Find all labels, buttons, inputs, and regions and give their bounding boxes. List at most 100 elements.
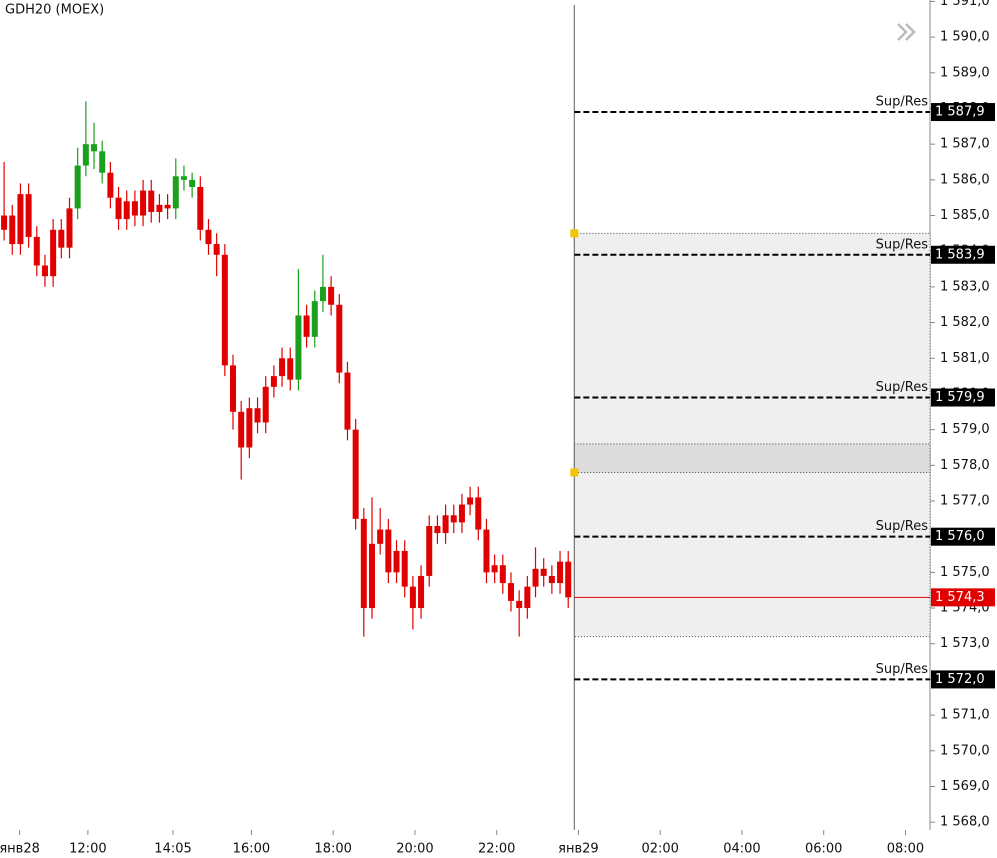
level-label: 1 587,9 [935, 105, 985, 120]
candle-body [164, 204, 171, 209]
zone [573, 232, 931, 638]
x-tick-label: янв29 [558, 842, 599, 857]
level-label: 1 576,0 [935, 529, 985, 544]
y-tick-label: 1 568,0 [940, 815, 990, 830]
candle-body [393, 550, 400, 573]
x-tick-label: 08:00 [887, 842, 924, 857]
y-tick-label: 1 575,0 [940, 565, 990, 580]
candle-body [279, 358, 286, 377]
x-tick-label: 20:00 [396, 842, 433, 857]
candle-body [475, 497, 482, 530]
candle-body [74, 165, 81, 209]
x-tick-label: 02:00 [641, 842, 678, 857]
candle-body [107, 172, 114, 198]
candle-body [483, 529, 490, 573]
x-tick-label: 16:00 [233, 842, 270, 857]
candle-body [246, 408, 253, 448]
candle-body [238, 411, 245, 448]
candle-body [205, 229, 212, 245]
candle-body [532, 568, 539, 587]
candle-body [499, 565, 506, 584]
candle-body [557, 561, 564, 584]
candle-body [221, 254, 228, 366]
x-tick-label: 18:00 [314, 842, 351, 857]
candle-body [50, 229, 57, 277]
zone [573, 443, 931, 473]
candle-body [180, 176, 187, 180]
level-label: 1 583,9 [935, 247, 985, 262]
x-tick-label: 04:00 [723, 842, 760, 857]
y-tick-label: 1 582,0 [940, 315, 990, 330]
candle-body [442, 515, 449, 534]
candle-body [41, 265, 48, 277]
zone-handle [570, 229, 579, 238]
level-name: Sup/Res [876, 380, 929, 395]
chevron[interactable] [897, 23, 908, 41]
y-tick-label: 1 573,0 [940, 636, 990, 651]
y-tick-label: 1 589,0 [940, 65, 990, 80]
candle-body [115, 197, 122, 220]
candle-body [148, 190, 155, 212]
candle-body [25, 194, 32, 237]
y-tick-label: 1 590,0 [940, 30, 990, 45]
y-tick-label: 1 581,0 [940, 351, 990, 366]
y-tick-label: 1 569,0 [940, 779, 990, 794]
zone-handle [570, 468, 579, 477]
y-tick-label: 1 587,0 [940, 137, 990, 152]
x-tick-label: янв28 [0, 842, 40, 857]
x-tick-label: 14:05 [154, 842, 191, 857]
candle-body [172, 176, 179, 209]
candle-body [123, 201, 130, 220]
level-label: 1 572,0 [935, 672, 985, 687]
chevron[interactable] [905, 23, 916, 41]
y-tick-label: 1 579,0 [940, 422, 990, 437]
y-tick-label: 1 591,0 [940, 0, 990, 9]
candle-body [434, 525, 441, 534]
level-name: Sup/Res [876, 519, 929, 534]
level-name: Sup/Res [876, 662, 929, 677]
level-box [931, 245, 995, 264]
candle-body [426, 525, 433, 576]
y-tick-label: 1 571,0 [940, 708, 990, 723]
candle-body [91, 144, 98, 152]
candle-body [287, 358, 294, 380]
scroll-button[interactable] [897, 23, 916, 41]
candle-body [58, 229, 65, 248]
candle-body [524, 586, 531, 609]
candle-body [377, 529, 384, 544]
candle-body [270, 376, 277, 387]
candle-body [507, 583, 514, 601]
candle-body [385, 529, 392, 573]
candle-body [213, 244, 220, 255]
candle-body [401, 550, 408, 587]
candle-body [140, 190, 147, 216]
level-box [931, 103, 995, 122]
candle-body [99, 151, 106, 173]
candle-body [458, 504, 465, 523]
candle-body [295, 315, 302, 380]
candle-body [319, 286, 326, 302]
candle-body [336, 304, 343, 373]
y-tick-label: 1 577,0 [940, 493, 990, 508]
candle-body [66, 208, 73, 248]
y-tick-label: 1 586,0 [940, 172, 990, 187]
candle-body [9, 215, 16, 245]
candle-body [262, 386, 269, 423]
x-tick-label: 12:00 [69, 842, 106, 857]
candle-body [1, 215, 8, 230]
candle-body [467, 497, 474, 505]
candle-body [230, 365, 237, 412]
candle-body [311, 301, 318, 337]
candle-body [565, 561, 572, 598]
x-tick-label: 06:00 [805, 842, 842, 857]
candle-body [516, 600, 523, 609]
candle-body [418, 575, 425, 609]
candle-body [189, 179, 196, 187]
candle-body [491, 565, 498, 573]
candle-body [450, 515, 457, 523]
level-label: 1 579,9 [935, 390, 985, 405]
y-tick-label: 1 570,0 [940, 743, 990, 758]
candle-body [33, 236, 40, 266]
last-price-label: 1 574,3 [935, 590, 985, 605]
